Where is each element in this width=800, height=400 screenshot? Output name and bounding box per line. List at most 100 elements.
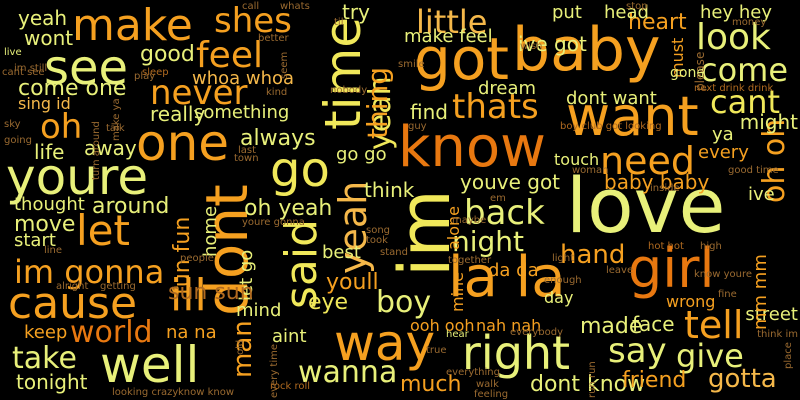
cloud-word: everybody bbox=[510, 327, 563, 338]
cloud-word: dont know bbox=[530, 372, 646, 397]
cloud-word: really bbox=[150, 102, 206, 126]
cloud-word: night bbox=[452, 225, 525, 258]
cloud-word: oh bbox=[40, 107, 83, 147]
cloud-word: mind bbox=[236, 300, 282, 321]
cloud-word: oh yeah bbox=[244, 196, 333, 221]
cloud-word: next drink drink bbox=[694, 83, 774, 94]
cloud-word: feeling bbox=[474, 389, 509, 400]
cloud-word: cant see bbox=[2, 67, 45, 78]
cloud-word: youre bbox=[6, 148, 149, 206]
cloud-word: hand bbox=[560, 240, 626, 270]
cloud-word: true bbox=[426, 345, 447, 356]
cloud-word: aint bbox=[272, 326, 307, 347]
cloud-word: touch bbox=[554, 150, 600, 169]
cloud-word: life bbox=[34, 140, 65, 164]
cloud-word: come bbox=[700, 51, 789, 89]
cloud-word: good time bbox=[728, 165, 779, 176]
cloud-word: boy bbox=[376, 285, 432, 320]
cloud-word: getting bbox=[100, 281, 136, 292]
cloud-word: nah nah bbox=[476, 316, 542, 335]
cloud-word: mm mm bbox=[750, 253, 771, 330]
cloud-word: dont want bbox=[566, 88, 657, 109]
cloud-word: ive bbox=[748, 184, 775, 205]
cloud-word: back bbox=[464, 193, 545, 233]
cloud-word: song bbox=[366, 225, 391, 236]
cloud-word: something bbox=[194, 102, 290, 123]
cloud-word: guy bbox=[408, 121, 427, 132]
cloud-word: turn around bbox=[91, 121, 102, 181]
cloud-word: last bbox=[238, 145, 257, 156]
cloud-word: wrong bbox=[666, 292, 716, 311]
cloud-word: wanna bbox=[298, 355, 398, 390]
cloud-word: live bbox=[4, 47, 22, 58]
cloud-word: think bbox=[364, 178, 415, 202]
cloud-word: sleep bbox=[142, 67, 169, 78]
cloud-word: know know bbox=[178, 387, 235, 398]
cloud-word: line bbox=[44, 245, 63, 256]
cloud-word: girl bbox=[628, 237, 715, 300]
cloud-word: around bbox=[92, 194, 170, 219]
cloud-word: eye bbox=[308, 290, 349, 315]
cloud-word: til bbox=[334, 17, 344, 28]
cloud-word: light bbox=[552, 253, 575, 264]
cloud-word: tonight bbox=[16, 370, 88, 394]
cloud-word: say bbox=[608, 331, 667, 371]
cloud-word: talk bbox=[106, 123, 125, 134]
cloud-word: la la bbox=[448, 245, 566, 310]
cloud-word: youve got bbox=[460, 170, 561, 194]
cloud-word: much bbox=[400, 372, 462, 397]
cloud-word: inside bbox=[650, 183, 680, 194]
cloud-word: got bbox=[414, 25, 510, 93]
cloud-word: stand bbox=[380, 247, 408, 258]
cloud-word: come one bbox=[18, 76, 127, 101]
cloud-word: little bbox=[416, 3, 488, 41]
cloud-word: em bbox=[490, 193, 506, 204]
cloud-word: hot hot bbox=[648, 241, 684, 252]
cloud-word: hey hey bbox=[700, 2, 772, 23]
cloud-word: walk bbox=[476, 379, 499, 390]
cloud-word: stop bbox=[626, 1, 648, 12]
cloud-word: feel bbox=[196, 35, 263, 76]
cloud-word: thats bbox=[452, 87, 539, 127]
cloud-word: smile bbox=[398, 59, 425, 70]
cloud-word: fine bbox=[718, 289, 737, 300]
cloud-word: old bbox=[235, 339, 246, 355]
cloud-word: run run bbox=[587, 361, 598, 398]
cloud-word: whoa whoa bbox=[192, 68, 295, 89]
cloud-word: thing bbox=[361, 66, 394, 139]
cloud-word: ya bbox=[712, 124, 734, 145]
cloud-word: day bbox=[544, 288, 574, 307]
cloud-word: good bbox=[140, 42, 195, 67]
cloud-word: right bbox=[462, 326, 571, 380]
cloud-word: ooh ooh bbox=[410, 316, 475, 335]
cloud-word: look bbox=[696, 17, 771, 58]
cloud-word: cant bbox=[710, 83, 781, 121]
cloud-word: keep bbox=[24, 322, 68, 343]
cloud-word: maybe bbox=[452, 215, 487, 226]
cloud-word: looking crazy bbox=[112, 387, 179, 398]
cloud-word: gone bbox=[670, 65, 705, 81]
cloud-word: mine bbox=[448, 271, 467, 312]
cloud-word: world bbox=[70, 315, 153, 350]
cloud-word: find bbox=[410, 100, 448, 124]
cloud-word: think im bbox=[757, 329, 798, 340]
cloud-word: face bbox=[632, 312, 675, 336]
cloud-word: everything bbox=[446, 367, 500, 378]
cloud-word: go go bbox=[336, 144, 387, 165]
cloud-word: im still bbox=[14, 63, 48, 74]
cloud-word: sky bbox=[4, 119, 21, 130]
cloud-word: make feel bbox=[404, 26, 493, 47]
cloud-word: best bbox=[322, 242, 361, 263]
cloud-word: alone bbox=[444, 205, 463, 250]
cloud-word: money bbox=[732, 17, 767, 28]
cloud-word: never bbox=[150, 73, 248, 113]
cloud-word: head bbox=[604, 2, 649, 23]
cloud-word: rock roll bbox=[270, 381, 311, 392]
cloud-word: wont bbox=[24, 26, 74, 50]
cloud-word: took bbox=[366, 235, 388, 246]
cloud-word: town bbox=[234, 153, 259, 164]
cloud-word: da da bbox=[488, 260, 539, 281]
cloud-word: together bbox=[448, 255, 492, 266]
cloud-word: call bbox=[242, 1, 260, 12]
